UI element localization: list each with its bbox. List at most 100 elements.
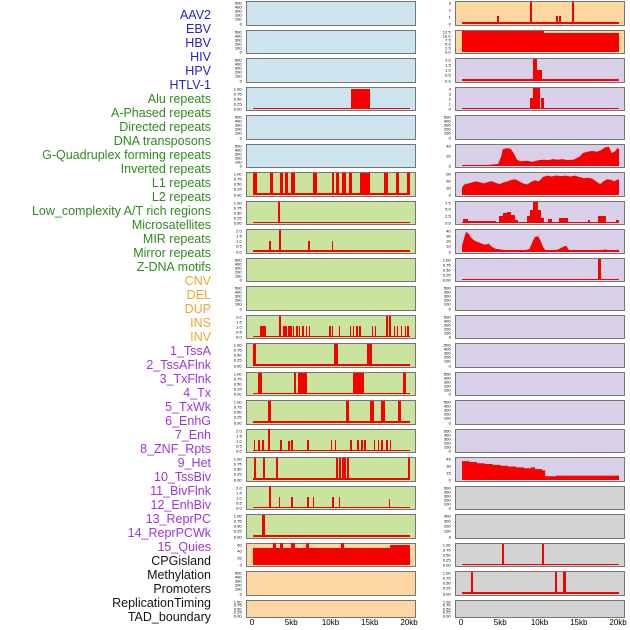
y-tick-label: 0 [239, 306, 242, 312]
y-tick-label: 1.5 [445, 63, 451, 68]
signal-bar [587, 219, 590, 223]
signal-area [462, 460, 619, 480]
y-tick-label: 10.0 [443, 34, 451, 39]
track-panel-7 [246, 172, 416, 197]
signal-bar [385, 315, 388, 337]
y-axis-ticks: 2.0 1.5 1.0 0.5 0.0 [217, 228, 244, 255]
track-label-1-tssa: 1_TssA [170, 343, 211, 358]
signal-bar [291, 543, 296, 565]
y-tick-label: 300 [444, 123, 451, 128]
y-tick-label: 0.0 [445, 78, 451, 84]
y-tick-label: 0 [448, 420, 451, 426]
signal-baseline [253, 478, 410, 480]
y-tick-label: 0.25 [234, 387, 242, 392]
x-tick-label: 0 [249, 618, 255, 627]
signal-bar [263, 326, 266, 337]
y-tick-label: 20 [237, 556, 242, 561]
y-tick-label: 0.75 [234, 348, 242, 353]
track-label-g-quadruplex-forming-repeats: G-Quadruplex forming repeats [42, 147, 211, 162]
signal-bar [280, 440, 283, 451]
track-panel-6 [246, 143, 416, 168]
y-axis-ticks: 7.5 5.0 2.5 0.0 [426, 200, 453, 227]
y-tick-label: 200 [444, 355, 451, 360]
y-tick-label: 100 [235, 160, 242, 165]
y-tick-label: 0.25 [234, 472, 242, 477]
signal-bar [287, 326, 290, 337]
track-label-3-txflnk: 3_TxFlnk [159, 371, 211, 386]
y-tick-label: 4 [448, 86, 451, 92]
track-panel-14 [246, 371, 416, 396]
y-tick-label: 0.25 [234, 216, 242, 221]
y-tick-label: 0.5 [236, 501, 242, 506]
signal-bar [597, 258, 601, 280]
y-tick-label: 400 [235, 62, 242, 67]
track-label-promoters: Promoters [153, 581, 211, 596]
y-tick-label: 0.75 [234, 206, 242, 211]
y-tick-label: 0.00 [234, 477, 242, 483]
x-tick-label: 0 [458, 618, 464, 627]
y-axis-ticks: 500 400 300 200 100 0 [217, 257, 244, 284]
y-tick-label: 2.0 [236, 229, 242, 234]
y-tick-label: 2.5 [445, 46, 451, 51]
signal-bar [533, 87, 541, 109]
signal-bar [502, 213, 507, 223]
y-tick-label: 1.00 [234, 514, 242, 519]
track-label-14-reprpcwk: 14_ReprPCWk [127, 525, 211, 540]
signal-baseline [253, 535, 410, 537]
y-tick-label: 200 [235, 298, 242, 303]
y-tick-label: 0.00 [443, 614, 451, 619]
y-axis-ticks: 500 400 300 200 100 0 [217, 114, 244, 141]
y-tick-label: 0.50 [234, 524, 242, 529]
y-tick-label: 0.25 [443, 610, 451, 615]
track-label-mirror-repeats: Mirror repeats [133, 245, 211, 260]
y-tick-label: 200 [444, 498, 451, 503]
y-tick-label: 7.5 [445, 200, 451, 206]
signal-bar [359, 173, 370, 195]
y-axis-ticks: 500 400 300 200 100 0 [217, 57, 244, 84]
y-tick-label: 1.00 [234, 400, 242, 405]
signal-bar [291, 440, 294, 451]
y-tick-label: 0.00 [234, 420, 242, 426]
y-tick-label: 0 [448, 107, 451, 112]
y-tick-label: 0.75 [234, 92, 242, 97]
y-axis-ticks: 500 400 300 200 100 0 [426, 428, 453, 455]
y-axis-ticks: 90 60 30 0 [426, 171, 453, 198]
y-tick-label: 1.5 [236, 434, 242, 439]
y-tick-label: 300 [444, 323, 451, 328]
signal-bar [336, 458, 339, 480]
y-tick-label: 200 [444, 127, 451, 132]
track-label-6-enhg: 6_EnhG [165, 413, 211, 428]
y-axis-ticks: 40 20 0 [426, 143, 453, 170]
signal-bar [275, 458, 278, 480]
signal-bar [377, 440, 380, 451]
y-tick-label: 0 [448, 363, 451, 369]
y-tick-label: 100 [444, 445, 451, 450]
y-tick-label: 0.50 [234, 410, 242, 415]
y-tick-label: 0 [239, 50, 242, 55]
signal-bar [253, 440, 256, 451]
y-tick-label: 1.00 [234, 343, 242, 348]
track-label-7-enh: 7_Enh [174, 427, 211, 442]
y-tick-label: 1.00 [234, 371, 242, 377]
signal-bar [373, 440, 376, 451]
signal-bar [331, 326, 334, 337]
y-tick-label: 200 [444, 327, 451, 332]
signal-bar [253, 173, 257, 195]
y-tick-label: 1.00 [234, 457, 242, 462]
y-tick-label: 1.5 [236, 491, 242, 496]
signal-bar [306, 543, 310, 565]
y-tick-label: 0.25 [234, 187, 242, 192]
y-tick-label: 0.0 [445, 50, 451, 55]
y-axis-ticks: 1.00 0.75 0.50 0.25 0.00 [217, 599, 244, 620]
y-tick-label: 100 [235, 74, 242, 79]
y-tick-label: 100 [444, 331, 451, 336]
signal-bar [389, 440, 392, 451]
track-label-inverted-repeats: Inverted repeats [120, 161, 211, 176]
y-tick-label: 0 [239, 591, 242, 597]
signal-bar [268, 240, 271, 252]
y-tick-label: 300 [444, 351, 451, 356]
signal-bar [547, 218, 553, 223]
track-panel-25 [455, 58, 625, 83]
y-axis-ticks: 2.0 1.5 1.0 0.5 0.0 [426, 57, 453, 84]
